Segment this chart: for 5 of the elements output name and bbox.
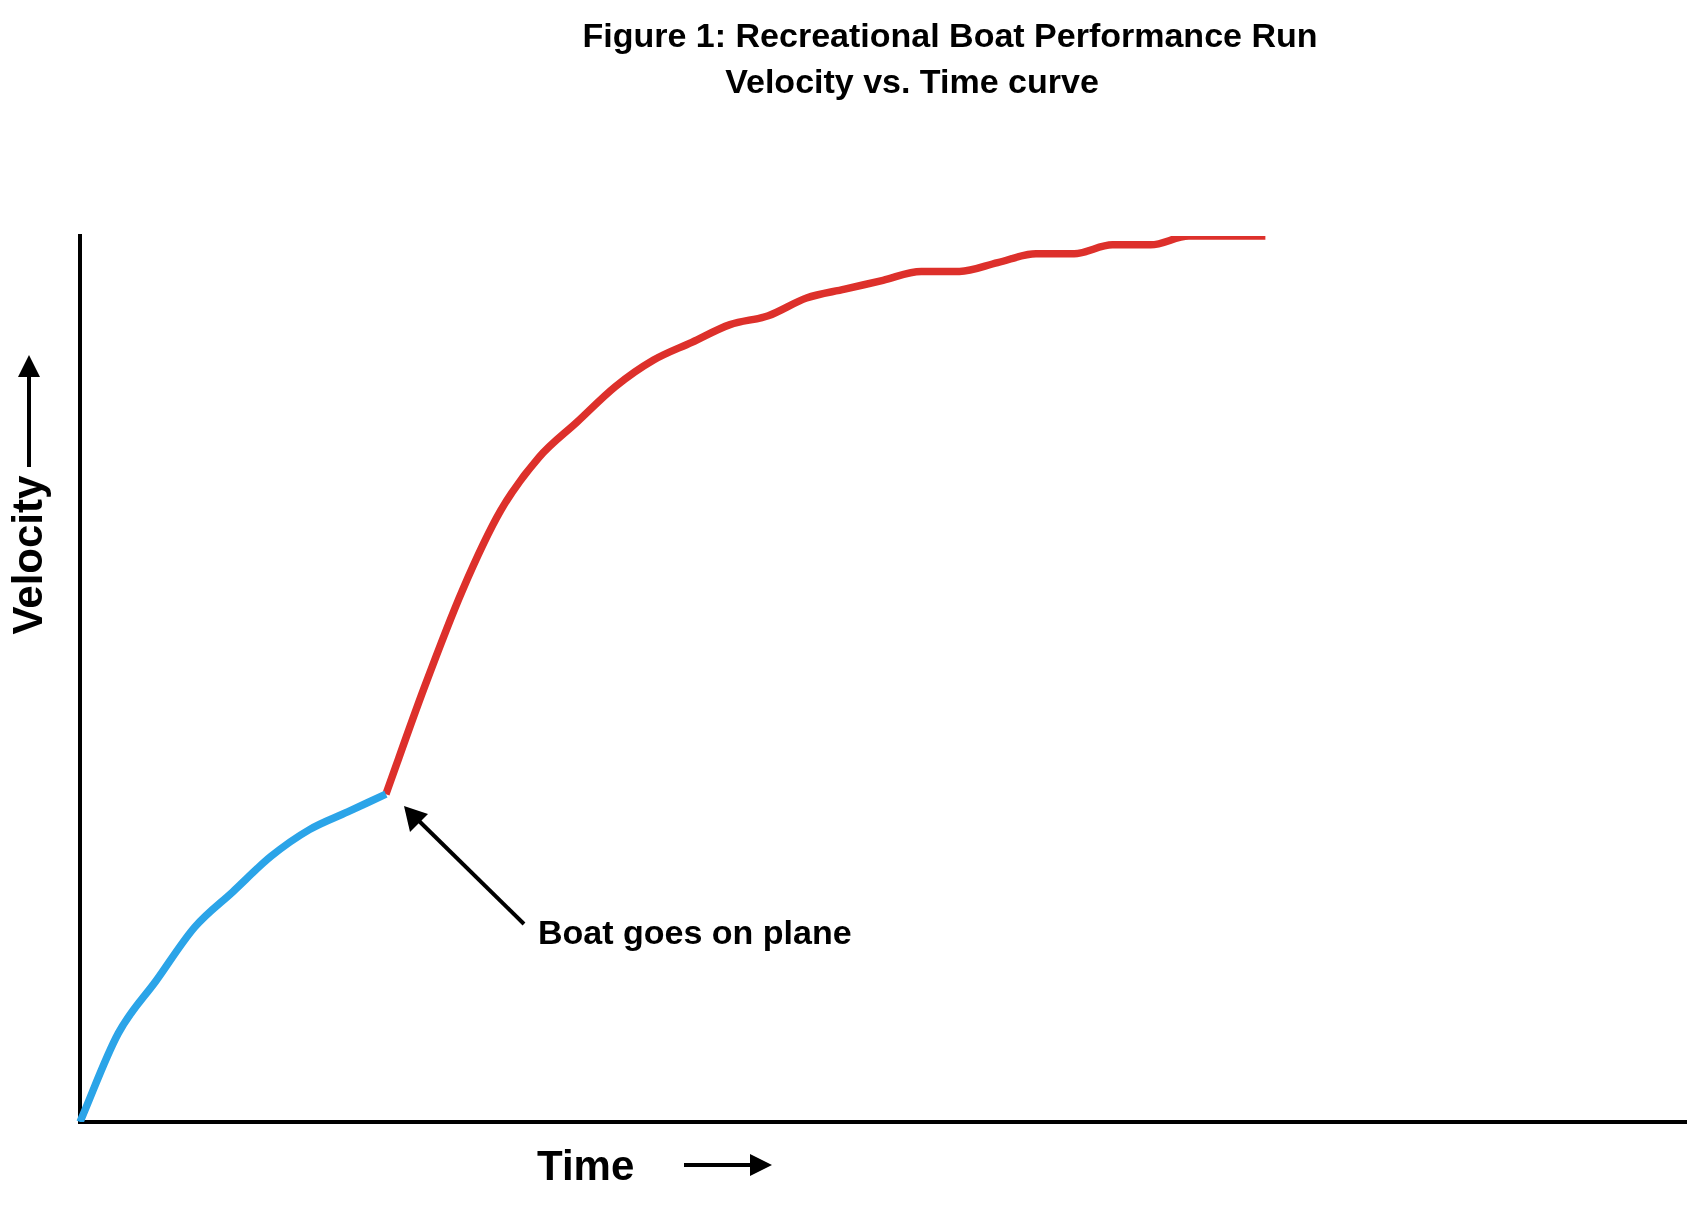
chart-subtitle: Velocity vs. Time curve bbox=[725, 62, 1099, 101]
x-axis-title: Time bbox=[537, 1141, 635, 1189]
chart-title: Figure 1: Recreational Boat Performance Run bbox=[582, 16, 1318, 55]
annotation: Boat goes on plane bbox=[538, 913, 852, 952]
y-axis-title: Velocity bbox=[3, 474, 51, 635]
